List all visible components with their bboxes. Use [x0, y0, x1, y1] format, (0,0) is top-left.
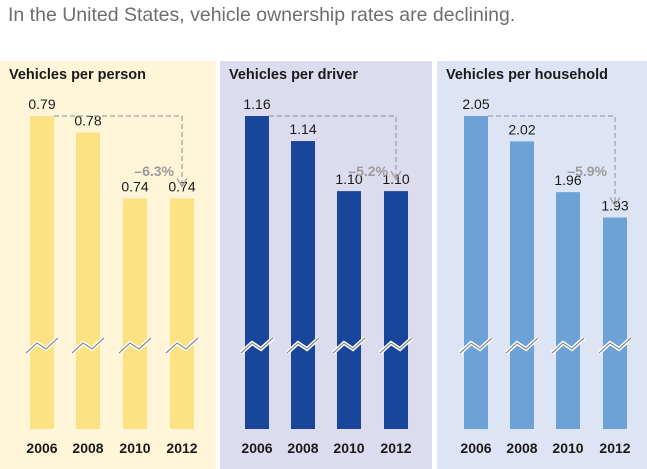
category-label: 2012 — [380, 440, 411, 456]
value-label: 2.05 — [462, 96, 489, 112]
value-label: 0.79 — [28, 96, 55, 112]
axis-break-mark — [598, 337, 632, 354]
bar — [384, 191, 408, 429]
page-title: In the United States, vehicle ownership … — [8, 4, 516, 26]
change-label: –5.2% — [348, 163, 388, 179]
change-connector — [269, 115, 397, 178]
category-label: 2008 — [72, 440, 103, 456]
bar — [510, 141, 534, 429]
bar — [245, 116, 269, 429]
axis-break-mark — [118, 337, 152, 354]
category-label: 2006 — [26, 440, 57, 456]
value-label: 1.14 — [289, 121, 316, 137]
bar — [30, 116, 54, 429]
value-label: 1.16 — [243, 96, 270, 112]
change-label: –6.3% — [134, 163, 174, 179]
bar — [291, 141, 315, 429]
axis-break-mark — [286, 337, 320, 354]
bar — [76, 132, 100, 429]
panel-title: Vehicles per driver — [229, 67, 358, 83]
panel-title: Vehicles per person — [9, 67, 147, 83]
bar — [170, 198, 194, 429]
axis-break-mark — [379, 337, 413, 354]
axis-break-mark — [551, 337, 585, 354]
panel-title: Vehicles per household — [446, 67, 608, 83]
axis-break-mark — [25, 337, 59, 354]
category-label: 2012 — [599, 440, 630, 456]
change-arrowhead — [176, 177, 188, 188]
bar — [603, 217, 627, 429]
category-label: 2006 — [241, 440, 272, 456]
axis-break-mark — [165, 337, 199, 354]
change-label: –5.9% — [567, 163, 607, 179]
panel-vehicles-per-driver: Vehicles per driver 1.16 1.14 1.10 1.10 2006… — [220, 61, 432, 469]
category-label: 2010 — [119, 440, 150, 456]
category-label: 2008 — [506, 440, 537, 456]
category-label: 2008 — [287, 440, 318, 456]
bar — [464, 116, 488, 429]
value-label: 2.02 — [508, 121, 535, 137]
value-label: 1.96 — [554, 172, 581, 188]
axis-break-mark — [240, 337, 274, 354]
bar — [337, 191, 361, 429]
category-label: 2010 — [333, 440, 364, 456]
value-label: 1.10 — [335, 171, 362, 187]
axis-break-mark — [505, 337, 539, 354]
panel-vehicles-per-person: Vehicles per person 0.79 0.78 0.74 0.74 2006… — [0, 61, 216, 469]
axis-break-mark — [71, 337, 105, 354]
axis-break-mark — [332, 337, 366, 354]
change-connector — [488, 115, 616, 204]
bar — [556, 192, 580, 429]
change-arrowhead — [390, 170, 402, 181]
value-label: 0.78 — [74, 112, 101, 128]
axis-break-mark — [459, 337, 493, 354]
bar — [123, 198, 147, 429]
change-connector — [54, 115, 183, 185]
change-arrowhead — [609, 197, 621, 207]
category-label: 2010 — [552, 440, 583, 456]
value-label: 0.74 — [121, 178, 148, 194]
panel-vehicles-per-household: Vehicles per household 2.05 2.02 1.96 1.93 2… — [437, 61, 647, 469]
category-label: 2006 — [460, 440, 491, 456]
category-label: 2012 — [166, 440, 197, 456]
